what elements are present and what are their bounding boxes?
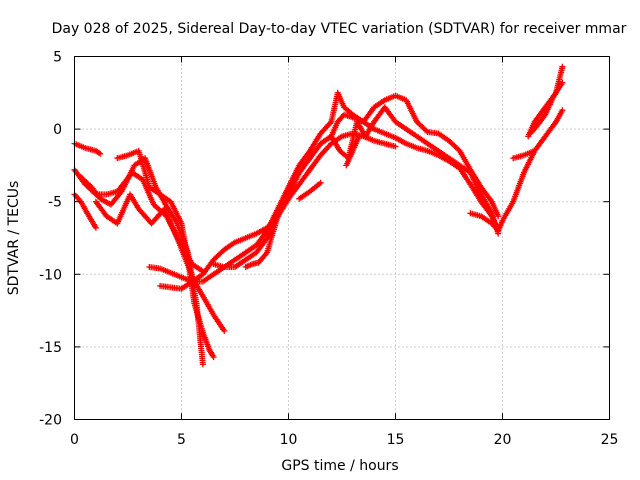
data-point-markers: [242, 104, 502, 270]
y-axis-label: SDTVAR / TECUs: [6, 181, 22, 296]
data-point-markers: [467, 210, 502, 234]
axis-ticks: [74, 56, 610, 420]
data-point-markers: [296, 179, 324, 202]
x-tick-labels: 0 5 10 15 20 25: [70, 432, 618, 448]
plot-frame: [74, 56, 610, 420]
y-tick-label: 0: [53, 122, 62, 138]
y-tick-label: 5: [53, 50, 62, 66]
x-tick-label: 20: [494, 432, 512, 448]
series-track-4: [92, 191, 228, 334]
data-points: [71, 63, 566, 368]
grid: [74, 56, 610, 420]
series-track-9: [210, 89, 502, 270]
data-point-markers: [525, 63, 566, 140]
data-point-markers: [71, 191, 99, 231]
data-point-markers: [210, 89, 502, 270]
x-tick-label: 0: [70, 432, 79, 448]
series-track-15: [525, 63, 566, 140]
y-tick-labels: 5 0 -5 -10 -15 -20: [39, 50, 62, 429]
data-point-markers: [527, 79, 566, 137]
y-tick-label: -10: [39, 267, 62, 283]
series-track-3: [71, 191, 99, 231]
x-tick-label: 25: [601, 432, 619, 448]
series-track-12: [343, 133, 363, 169]
chart-title: Day 028 of 2025, Sidereal Day-to-day VTE…: [52, 21, 627, 37]
data-point-markers: [71, 140, 104, 157]
x-tick-label: 15: [387, 432, 405, 448]
y-tick-label: -20: [39, 413, 62, 429]
data-point-markers: [510, 147, 538, 162]
x-tick-label: 5: [177, 432, 186, 448]
y-tick-label: -15: [39, 340, 62, 356]
series-track-13: [467, 210, 502, 234]
series-track-10: [242, 104, 502, 270]
series-track-14: [510, 147, 538, 162]
data-point-markers: [343, 133, 363, 169]
x-axis-label: GPS time / hours: [281, 458, 398, 474]
data-point-markers: [92, 191, 228, 334]
x-tick-label: 10: [280, 432, 298, 448]
series-track-1: [71, 140, 104, 157]
series-track-11: [296, 179, 324, 202]
y-tick-label: -5: [48, 195, 62, 211]
series-track-16: [527, 79, 566, 137]
